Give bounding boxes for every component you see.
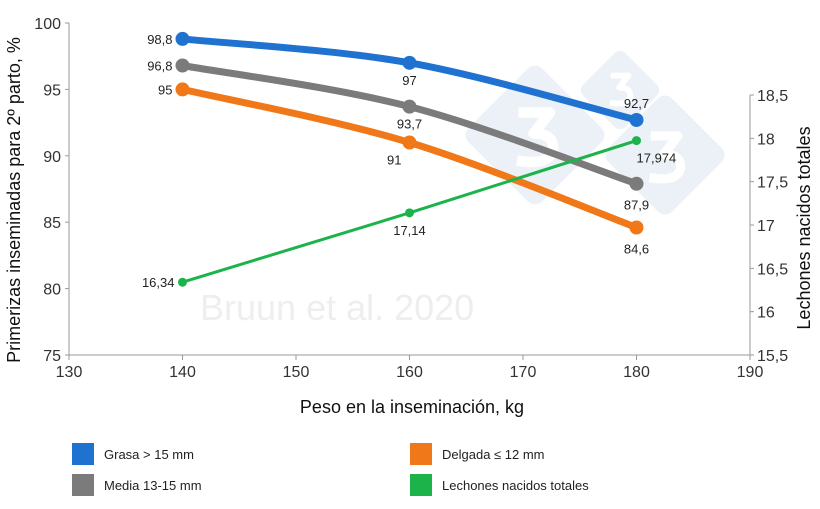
y-tick-label: 75 — [43, 348, 61, 365]
data-label: 95 — [158, 82, 172, 97]
x-axis-label: Peso en la inseminación, kg — [300, 397, 524, 417]
data-point — [402, 135, 417, 150]
legend-item-delgada: Delgada ≤ 12 mm — [410, 443, 545, 465]
x-tick-label: 180 — [623, 364, 650, 381]
y2-tick-label: 17,5 — [757, 175, 788, 192]
legend-label: Delgada ≤ 12 mm — [442, 446, 545, 462]
x-tick-label: 190 — [737, 364, 764, 381]
data-label: 16,34 — [142, 275, 175, 290]
legend-label: Grasa > 15 mm — [104, 446, 194, 462]
y-tick-label: 100 — [34, 16, 61, 33]
y2-tick-label: 16,5 — [757, 261, 788, 278]
data-point — [629, 220, 644, 235]
y2-tick-label: 17 — [757, 218, 775, 235]
y2-tick-label: 18 — [757, 131, 775, 148]
data-point — [632, 136, 641, 146]
data-point — [402, 99, 417, 114]
data-point — [405, 208, 414, 218]
data-label: 17,14 — [393, 223, 426, 238]
data-label: 87,9 — [624, 198, 649, 213]
data-label: 97 — [402, 73, 416, 88]
data-label: 93,7 — [397, 117, 422, 132]
legend-swatch — [72, 474, 94, 496]
watermark-text: Bruun et al. 2020 — [200, 287, 474, 328]
legend-label: Media 13-15 mm — [104, 477, 202, 493]
legend-swatch — [410, 474, 432, 496]
data-point — [175, 31, 190, 46]
data-point — [629, 112, 644, 127]
y2-axis-label: Lechones nacidos totales — [794, 126, 814, 329]
x-tick-label: 150 — [283, 364, 310, 381]
legend-swatch — [410, 443, 432, 465]
data-label: 17,974 — [637, 151, 677, 166]
y-tick-label: 80 — [43, 282, 61, 299]
y2-tick-label: 18,5 — [757, 88, 788, 105]
legend-item-media: Media 13-15 mm — [72, 474, 202, 496]
y2-tick-label: 15,5 — [757, 348, 788, 365]
y-axis-label: Primerizas inseminadas para 2º parto, % — [4, 37, 24, 363]
data-point — [175, 82, 190, 97]
data-label: 92,7 — [624, 96, 649, 111]
data-point — [629, 176, 644, 191]
data-label: 96,8 — [147, 58, 172, 73]
data-point — [402, 55, 417, 70]
data-label: 84,6 — [624, 242, 649, 257]
legend-item-lechones: Lechones nacidos totales — [410, 474, 589, 496]
data-label: 91 — [387, 153, 401, 168]
logo-three-shape — [648, 131, 686, 184]
x-tick-label: 160 — [396, 364, 423, 381]
x-tick-label: 140 — [169, 364, 196, 381]
legend-swatch — [72, 443, 94, 465]
data-label: 98,8 — [147, 32, 172, 47]
legend-item-grasa: Grasa > 15 mm — [72, 443, 194, 465]
y2-tick-label: 16 — [757, 305, 775, 322]
y-tick-label: 90 — [43, 149, 61, 166]
x-tick-label: 170 — [510, 364, 537, 381]
y-tick-label: 95 — [43, 82, 61, 99]
legend-label: Lechones nacidos totales — [442, 477, 589, 493]
y-tick-label: 85 — [43, 215, 61, 232]
data-point — [175, 58, 190, 73]
logo-three-shape — [609, 72, 634, 107]
x-tick-label: 130 — [56, 364, 83, 381]
data-point — [178, 277, 187, 287]
